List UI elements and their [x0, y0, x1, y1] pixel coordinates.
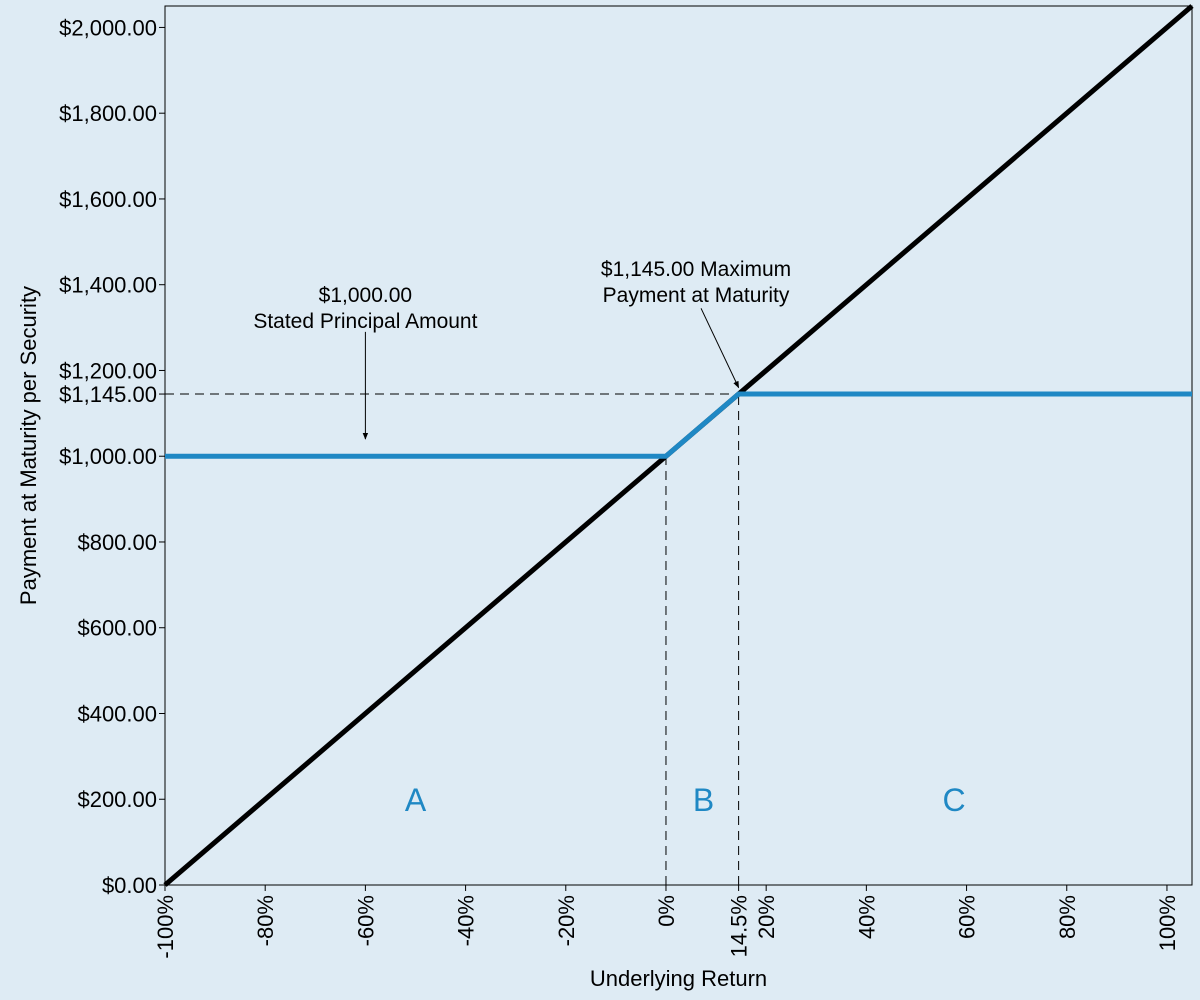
region-label-b: B — [693, 782, 714, 818]
y-tick-label: $400.00 — [77, 701, 157, 726]
y-tick-label: $1,145.00 — [59, 382, 157, 407]
x-tick-label: -40% — [454, 895, 479, 946]
x-tick-label: -20% — [554, 895, 579, 946]
annotation-text: $1,145.00 Maximum — [601, 258, 791, 281]
y-tick-label: $200.00 — [77, 787, 157, 812]
y-tick-label: $1,400.00 — [59, 273, 157, 298]
annotation-arrow — [700, 308, 740, 389]
region-label-a: A — [405, 782, 427, 818]
y-tick-label: $1,000.00 — [59, 444, 157, 469]
annotation-text: $1,000.00 — [319, 284, 412, 307]
x-axis-title: Underlying Return — [590, 966, 767, 991]
x-tick-label: 0% — [654, 895, 679, 927]
series-lines — [163, 4, 1194, 887]
y-tick-label: $1,800.00 — [59, 101, 157, 126]
x-tick-label: 60% — [955, 895, 980, 939]
reference-lines — [165, 393, 1192, 885]
y-tick-label: $2,000.00 — [59, 15, 157, 40]
y-tick-label: $1,200.00 — [59, 358, 157, 383]
y-tick-label: $0.00 — [102, 873, 157, 898]
region-labels: A B C — [405, 782, 966, 818]
y-axis-title: Payment at Maturity per Security — [16, 286, 41, 605]
plot-frame — [164, 5, 1193, 886]
y-tick-label: $600.00 — [77, 616, 157, 641]
x-tick-label: -60% — [353, 895, 378, 946]
annotation-text: Payment at Maturity — [603, 284, 790, 307]
x-tick-label: 14.5% — [727, 895, 752, 957]
x-tick-label: -100% — [153, 895, 178, 959]
x-tick-label: 100% — [1155, 895, 1180, 951]
y-tick-label: $800.00 — [77, 530, 157, 555]
y-tick-label: $1,600.00 — [59, 187, 157, 212]
payment-at-maturity-line — [165, 391, 1192, 459]
y-axis-ticks: $0.00 $200.00 $400.00 $600.00 $800.00 $1,000.… — [59, 15, 165, 898]
x-tick-label: -80% — [253, 895, 278, 946]
x-axis-ticks: -100% -80% -60% -40% -20% 0% 14.5% 20% 40% 60% 80%… — [153, 885, 1180, 959]
x-tick-label: 20% — [754, 895, 779, 939]
x-tick-label: 80% — [1055, 895, 1080, 939]
region-label-c: C — [942, 782, 965, 818]
annotations: $1,000.00 Stated Principal Amount $1,145.0… — [253, 258, 791, 440]
annotation-text: Stated Principal Amount — [253, 310, 477, 333]
x-tick-label: 40% — [854, 895, 879, 939]
